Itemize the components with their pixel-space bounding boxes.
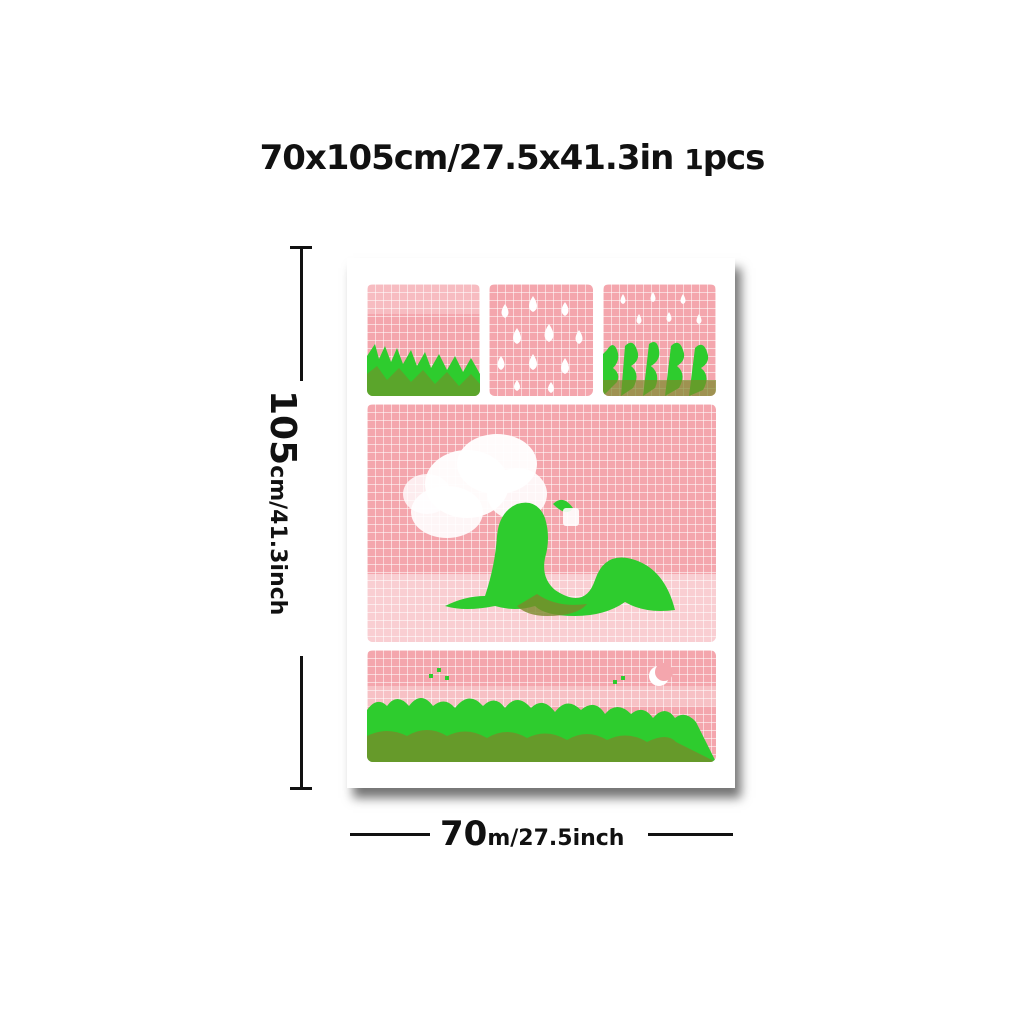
panel-forest [367, 650, 716, 762]
height-dimension-tick-top [290, 246, 312, 249]
quantity-unit: pcs [702, 138, 766, 178]
seated-figure-illustration [367, 434, 716, 642]
height-number: 105 [262, 390, 303, 466]
height-dimension-label: 105cm/41.3inch [262, 390, 303, 615]
size-in: 27.5x41.3in [458, 138, 675, 178]
grass-illustration [367, 284, 480, 396]
panel-rain [489, 284, 593, 396]
raindrop-icon [497, 296, 583, 393]
width-unit: m/27.5inch [487, 826, 625, 851]
height-dimension-tick-bottom [290, 787, 312, 790]
quantity-number: 1 [684, 143, 704, 176]
forest-illustration [367, 663, 716, 762]
panel-seated-figure [367, 404, 716, 642]
size-cm: 70x105cm/ [259, 138, 460, 178]
width-number: 70 [440, 814, 488, 854]
height-dimension-line-bottom [300, 656, 303, 790]
panel-flames [603, 284, 716, 396]
moon-icon [649, 663, 673, 686]
width-dimension-label: 70m/27.5inch [440, 814, 624, 854]
product-size-title: 70x105cm/27.5x41.3in 1pcs [0, 138, 1024, 178]
width-dimension-line-left [350, 833, 430, 836]
height-dimension-line-top [300, 246, 303, 381]
panel-grass [367, 284, 480, 396]
height-unit: cm/41.3inch [265, 465, 290, 616]
flame-illustration [603, 292, 716, 396]
poster-print [347, 258, 735, 788]
width-dimension-line-right [648, 833, 733, 836]
